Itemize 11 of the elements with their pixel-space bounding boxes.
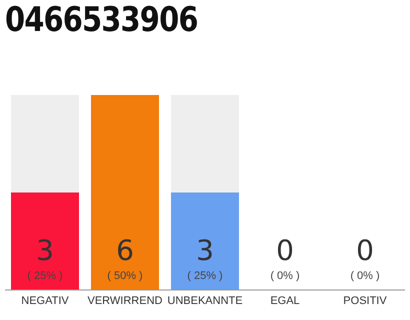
data-label: 0 ( 0% ) bbox=[350, 234, 380, 282]
x-tick-label: EGAL bbox=[270, 295, 300, 307]
data-label: 0 ( 0% ) bbox=[270, 234, 300, 282]
data-label: 3 ( 25% ) bbox=[27, 234, 63, 282]
x-tick-label: NEGATIV bbox=[21, 295, 70, 307]
chart-title: 0466533906 bbox=[5, 0, 198, 40]
x-tick-label: POSITIV bbox=[343, 295, 388, 307]
x-tick-label: VERWIRREND bbox=[88, 295, 163, 307]
data-label: 3 ( 25% ) bbox=[187, 234, 223, 282]
x-tick-label: UNBEKANNTE bbox=[167, 295, 243, 307]
data-label: 6 ( 50% ) bbox=[107, 234, 143, 282]
